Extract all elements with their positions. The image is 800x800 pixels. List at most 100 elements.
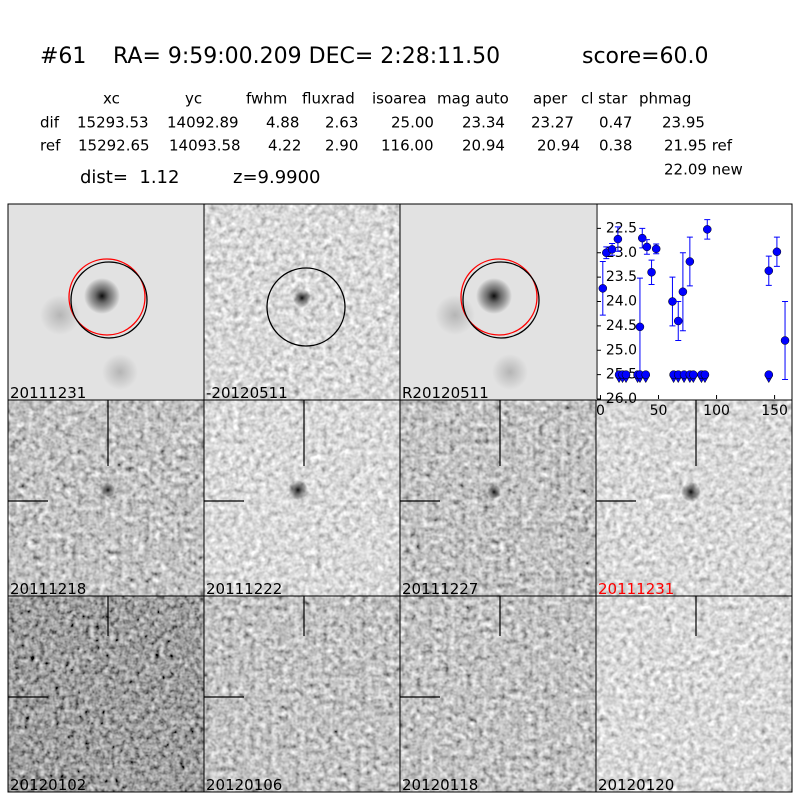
x-tick-label: 150 — [761, 403, 788, 419]
ref-circle — [68, 258, 146, 336]
table-cell: 25.00 — [391, 114, 434, 132]
table-cell: 116.00 — [381, 137, 434, 155]
y-tick-label: 24.0 — [606, 294, 637, 310]
det-circle — [462, 261, 540, 339]
limit-point — [689, 370, 698, 379]
data-point — [780, 336, 790, 345]
panel-label: 20120118 — [402, 776, 478, 794]
measurement-table: xc yc fwhm fluxrad isoarea mag auto aper cl sta… — [40, 90, 743, 179]
data-point — [607, 245, 617, 254]
data-point — [647, 268, 656, 277]
crosshair — [8, 400, 697, 502]
crosshairs — [8, 400, 697, 698]
table-cell: 23.95 — [662, 114, 705, 132]
coordinates: RA= 9:59:00.209 DEC= 2:28:11.50 — [113, 44, 500, 69]
table-cell: 0.47 — [599, 114, 632, 132]
panel-label: R20120511 — [402, 384, 489, 402]
data-point — [642, 242, 652, 252]
table-cell: 15292.65 — [78, 137, 150, 155]
distance: dist= 1.12 — [80, 167, 179, 188]
object-id: #61 — [40, 44, 86, 69]
table-note: 22.09 new — [664, 161, 743, 179]
column-header: fwhm — [246, 90, 287, 108]
row-label: dif — [40, 114, 60, 132]
source — [101, 483, 115, 497]
data-point — [678, 287, 688, 296]
row-label: ref — [40, 137, 61, 155]
source — [84, 278, 120, 314]
table-cell: 23.27 — [531, 114, 574, 132]
column-header: cl star — [581, 90, 628, 108]
image — [8, 596, 204, 792]
panel-label: 20120106 — [206, 776, 282, 794]
panel-label: 20120120 — [598, 776, 674, 794]
crosshair — [8, 596, 697, 698]
image — [204, 596, 400, 792]
x-tick-label: 0 — [596, 403, 605, 419]
panel-label: 20111222 — [206, 580, 282, 598]
data-point — [772, 247, 782, 257]
table-cell: 4.22 — [268, 137, 301, 155]
source — [681, 482, 701, 502]
image — [400, 596, 596, 792]
score: score=60.0 — [582, 44, 709, 69]
light-curve: 22.523.023.524.024.525.025.526.005010015… — [596, 219, 790, 419]
table-cell: 0.38 — [599, 137, 632, 155]
y-tick-label: 24.5 — [606, 318, 637, 334]
table-cell: 20.94 — [537, 137, 580, 155]
galaxy — [492, 354, 528, 390]
data-point — [668, 297, 677, 306]
table-cell: 14093.58 — [169, 137, 241, 155]
source — [293, 289, 311, 307]
panel-label: 20111231 — [598, 580, 674, 598]
column-header: mag auto — [437, 90, 509, 108]
column-header: phmag — [639, 90, 691, 108]
data-point — [764, 266, 774, 276]
table-cell: 2.63 — [325, 114, 358, 132]
galaxy — [435, 295, 475, 335]
column-header: yc — [185, 90, 202, 108]
x-tick-label: 100 — [703, 403, 730, 419]
y-tick-label: 26.0 — [606, 391, 637, 407]
panel-labels: 20111231 -20120511 R20120511 20111218 201112… — [10, 384, 674, 794]
data-point — [598, 284, 608, 293]
table-cell: 20.94 — [462, 137, 505, 155]
table-cell: 21.95 ref — [664, 137, 733, 155]
image-panels — [7, 203, 793, 793]
det-circle — [266, 267, 346, 347]
column-header: fluxrad — [302, 90, 355, 108]
table-cell: 14092.89 — [167, 114, 239, 132]
limit-point — [621, 370, 631, 379]
limit-point — [764, 370, 774, 379]
table-cell: 4.88 — [266, 114, 299, 132]
data-point — [613, 234, 623, 244]
table-cell: 2.90 — [325, 137, 358, 155]
y-tick-label: 25.0 — [606, 342, 637, 358]
panel-label: 20111231 — [10, 384, 86, 402]
data-point — [674, 316, 683, 326]
table-cell: 23.34 — [462, 114, 505, 132]
column-header: xc — [103, 90, 120, 108]
limit-point — [641, 370, 650, 379]
plot-area — [597, 204, 792, 399]
column-header: isoarea — [372, 90, 427, 108]
panel-label: -20120511 — [206, 384, 288, 402]
table-cell: 15293.53 — [77, 114, 149, 132]
column-header: aper — [533, 90, 568, 108]
source — [288, 480, 308, 500]
redshift: z=9.9900 — [233, 167, 321, 188]
panel-label: 20120102 — [10, 776, 86, 794]
data-point — [685, 257, 695, 266]
panel-label: 20111227 — [402, 580, 478, 598]
data-point — [703, 225, 712, 234]
data-point — [651, 244, 661, 254]
det-circle — [70, 261, 148, 339]
image — [8, 400, 204, 596]
y-tick-label: 23.5 — [606, 269, 637, 285]
data-point — [635, 322, 645, 332]
ref-circle — [460, 258, 538, 336]
panel-label: 20111218 — [10, 580, 86, 598]
image — [400, 400, 596, 596]
source — [487, 485, 501, 499]
